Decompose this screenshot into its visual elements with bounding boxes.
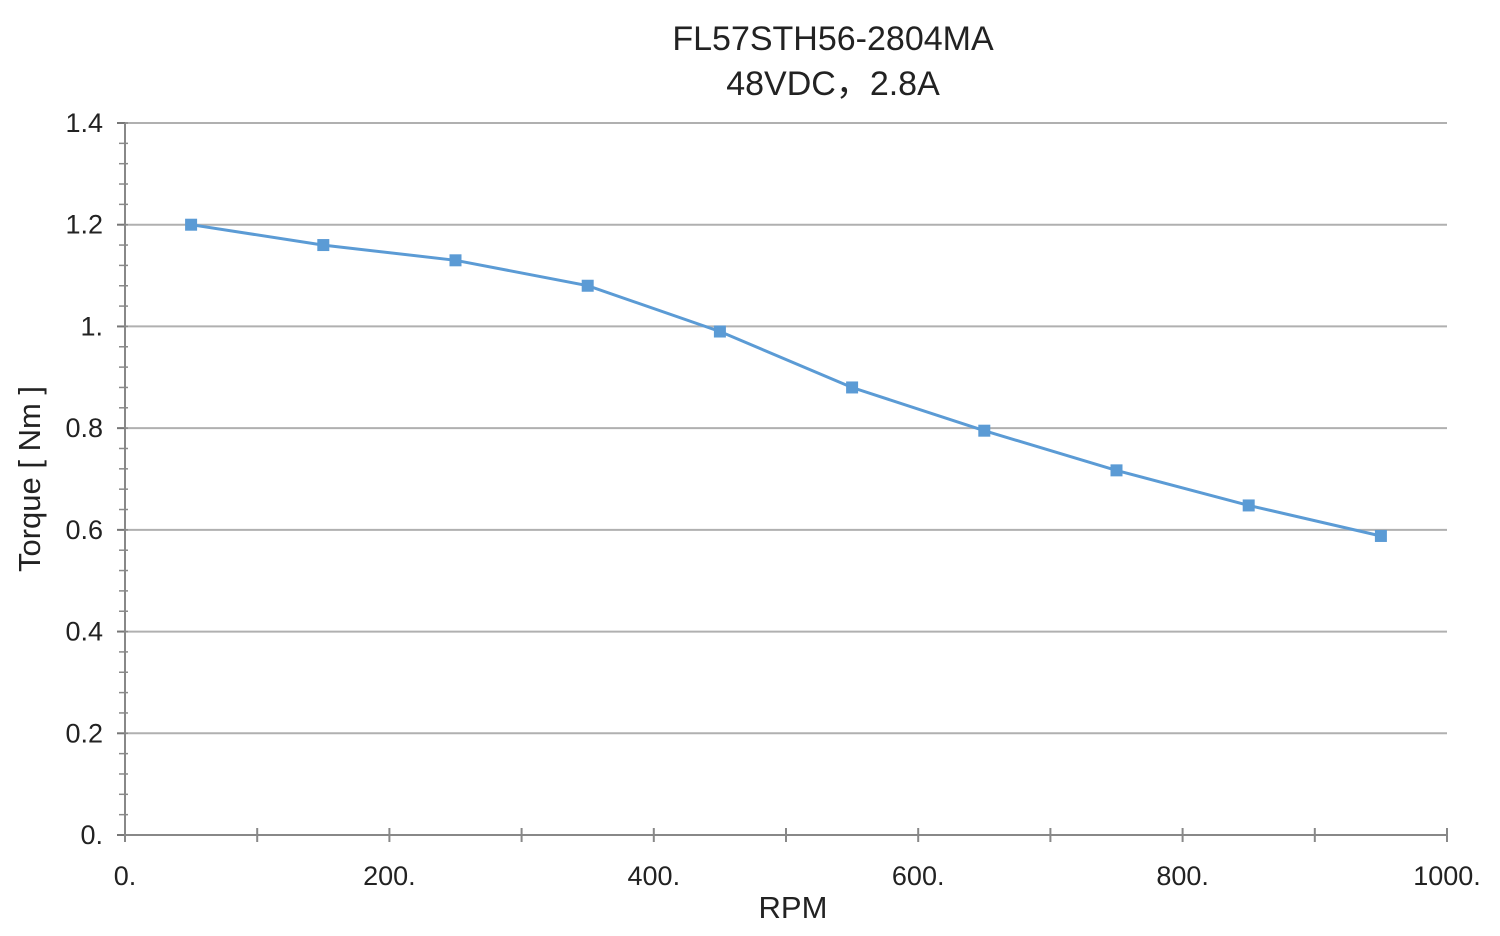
x-tick-label: 400. <box>628 861 681 891</box>
minor-ticks <box>119 122 128 836</box>
data-point-marker <box>846 381 859 394</box>
chart-subtitle: 48VDC，2.8A <box>726 65 940 103</box>
x-tick-label: 600. <box>892 861 945 891</box>
y-axis-title: Torque [ Nm ] <box>12 386 47 572</box>
y-tick-label: 1. <box>80 311 103 341</box>
data-point-marker <box>713 325 726 338</box>
data-point-marker <box>1374 529 1387 542</box>
series-group <box>185 218 1387 542</box>
x-tick-label: 1000. <box>1413 861 1481 891</box>
x-tick-label: 800. <box>1156 861 1209 891</box>
data-point-marker <box>1242 499 1255 512</box>
data-point-marker <box>1110 464 1123 477</box>
data-point-marker <box>185 218 198 231</box>
chart-title: FL57STH56-2804MA <box>672 20 994 58</box>
y-tick-label: 1.4 <box>65 108 103 138</box>
x-tick-labels: 0. 200. 400. 600. 800. 1000. <box>114 861 1481 891</box>
x-tick-label: 0. <box>114 861 137 891</box>
data-point-marker <box>978 424 991 437</box>
data-point-marker <box>449 254 462 267</box>
y-tick-labels: 0. 0.2 0.4 0.6 0.8 1. 1.2 1.4 <box>65 108 103 850</box>
series-line <box>190 223 1382 538</box>
data-point-marker <box>581 279 594 292</box>
y-tick-label: 0.2 <box>65 718 103 748</box>
data-point-marker <box>317 239 330 252</box>
gridlines <box>125 122 1447 735</box>
y-tick-label: 0.6 <box>65 515 103 545</box>
x-tick-label: 200. <box>363 861 416 891</box>
x-axis-title: RPM <box>759 890 828 925</box>
y-tick-label: 1.2 <box>65 210 103 240</box>
y-tick-label: 0. <box>80 820 103 850</box>
y-tick-label: 0.8 <box>65 413 103 443</box>
axes <box>117 122 1448 842</box>
y-tick-label: 0.4 <box>65 617 103 647</box>
